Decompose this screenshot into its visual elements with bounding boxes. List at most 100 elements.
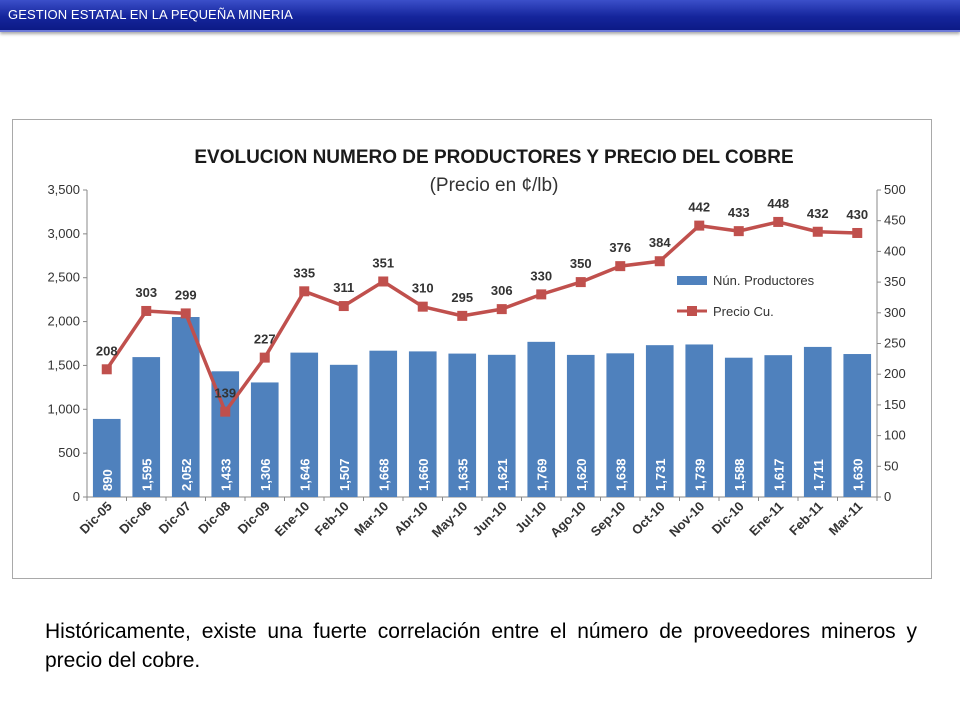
bar-data-label: 1,668: [376, 458, 391, 491]
bar-data-label: 1,433: [218, 458, 233, 491]
top-banner: GESTION ESTATAL EN LA PEQUEÑA MINERIA: [0, 0, 960, 32]
bar: [171, 317, 200, 497]
x-tick-label: Jul-10: [512, 499, 549, 536]
price-point: [733, 226, 744, 237]
bar: [566, 354, 595, 497]
price-point: [259, 352, 270, 363]
y-right-tick-label: 100: [884, 428, 906, 443]
x-tick-label: Dic-06: [116, 499, 154, 537]
legend-label-line: Precio Cu.: [713, 304, 774, 319]
price-data-label: 430: [846, 207, 868, 222]
price-point: [457, 310, 468, 321]
price-data-label: 208: [96, 343, 118, 358]
bar: [724, 357, 753, 497]
price-data-label: 351: [372, 255, 394, 270]
y-right-tick-label: 250: [884, 336, 906, 351]
bar: [645, 345, 674, 497]
y-left-tick-label: 3,500: [47, 182, 80, 197]
price-point: [852, 227, 863, 238]
x-tick-label: Ene-11: [746, 499, 786, 539]
x-tick-label: Feb-11: [786, 499, 826, 539]
bar-data-label: 1,739: [692, 458, 707, 491]
x-tick-label: Feb-10: [312, 499, 352, 539]
price-point: [378, 276, 389, 287]
chart-frame: EVOLUCION NUMERO DE PRODUCTORES Y PRECIO…: [12, 119, 932, 579]
y-left-tick-label: 2,000: [47, 314, 80, 329]
price-point: [141, 305, 152, 316]
price-line: [105, 220, 858, 414]
price-data-label: 310: [412, 281, 434, 296]
price-point: [338, 301, 349, 312]
y-right-tick-label: 200: [884, 366, 906, 381]
bar: [369, 350, 398, 497]
x-tick-label: Ene-10: [272, 499, 313, 540]
x-tick-label: Mar-10: [351, 499, 391, 539]
bar-data-label: 1,660: [416, 458, 431, 491]
bar-data-label: 1,635: [455, 458, 470, 491]
legend-marker-line: [687, 306, 697, 316]
y-left-tick-label: 500: [58, 445, 80, 460]
price-data-label: 303: [135, 285, 157, 300]
x-tick-label: Dic-05: [77, 499, 115, 537]
bar: [685, 344, 714, 497]
chart-legend: Nún. Productores Precio Cu.: [677, 273, 815, 319]
bar-data-label: 890: [100, 469, 115, 491]
x-tick-label: Dic-07: [156, 499, 194, 537]
price-data-label: 442: [688, 200, 710, 215]
bar-data-label: 2,052: [179, 458, 194, 491]
price-data-label: 376: [609, 240, 631, 255]
bar-data-label: 1,630: [850, 458, 865, 491]
chart-subtitle: (Precio en ¢/lb): [430, 175, 559, 196]
y-right-tick-label: 0: [884, 489, 891, 504]
price-point: [694, 220, 705, 231]
bar-data-label: 1,638: [613, 458, 628, 491]
y-left-tick-label: 3,000: [47, 226, 80, 241]
banner-title: GESTION ESTATAL EN LA PEQUEÑA MINERIA: [8, 7, 293, 22]
y-left-tick-label: 2,500: [47, 270, 80, 285]
bar: [132, 357, 161, 497]
bar-data-label: 1,306: [258, 458, 273, 491]
price-data-label: 330: [530, 268, 552, 283]
price-point: [615, 261, 626, 272]
price-point: [536, 289, 547, 300]
bar-data-label: 1,731: [653, 458, 668, 491]
y-right-tick-label: 400: [884, 243, 906, 258]
bar: [290, 352, 319, 497]
x-tick-label: Mar-11: [826, 499, 866, 539]
y-right-tick-label: 50: [884, 458, 898, 473]
price-point: [773, 216, 784, 227]
price-point: [299, 286, 310, 297]
price-data-label: 384: [649, 235, 671, 250]
bar-data-label: 1,588: [732, 458, 747, 491]
bar: [329, 364, 358, 497]
x-tick-label: Nov-10: [666, 499, 707, 540]
bar: [843, 354, 872, 497]
line-layer: 208 303 299 139 227 335 311 351 310 295 306 330 350 3…: [96, 196, 868, 417]
bar-data-label: 1,620: [574, 458, 589, 491]
bar: [606, 353, 635, 497]
y-right-tick-label: 350: [884, 274, 906, 289]
bar-data-label: 1,711: [811, 459, 826, 491]
price-point: [654, 256, 665, 267]
y-left-tick-label: 1,000: [47, 401, 80, 416]
legend-label-bars: Nún. Productores: [713, 273, 815, 288]
x-tick-label: Ago-10: [547, 499, 589, 541]
price-data-label: 295: [451, 290, 473, 305]
caption-text: Históricamente, existe una fuerte correl…: [45, 620, 917, 672]
price-data-label: 432: [807, 206, 829, 221]
price-point: [417, 301, 428, 312]
y-left-tick-label: 0: [73, 489, 80, 504]
bar: [250, 382, 279, 497]
price-point: [220, 406, 231, 417]
price-data-label: 350: [570, 256, 592, 271]
bar-data-label: 1,769: [534, 458, 549, 491]
x-tick-label: Dic-09: [235, 499, 273, 537]
x-tick-label: Dic-10: [709, 499, 747, 537]
legend-swatch-bars: [677, 276, 707, 285]
price-data-label: 335: [293, 265, 315, 280]
y-right-tick-label: 450: [884, 213, 906, 228]
bars-layer: 890 1,595 2,052 1,433 1,306 1,646 1,507 1,668 1,…: [92, 317, 872, 497]
bar: [527, 341, 556, 497]
y-right-tick-label: 150: [884, 397, 906, 412]
x-tick-label: May-10: [429, 499, 471, 541]
